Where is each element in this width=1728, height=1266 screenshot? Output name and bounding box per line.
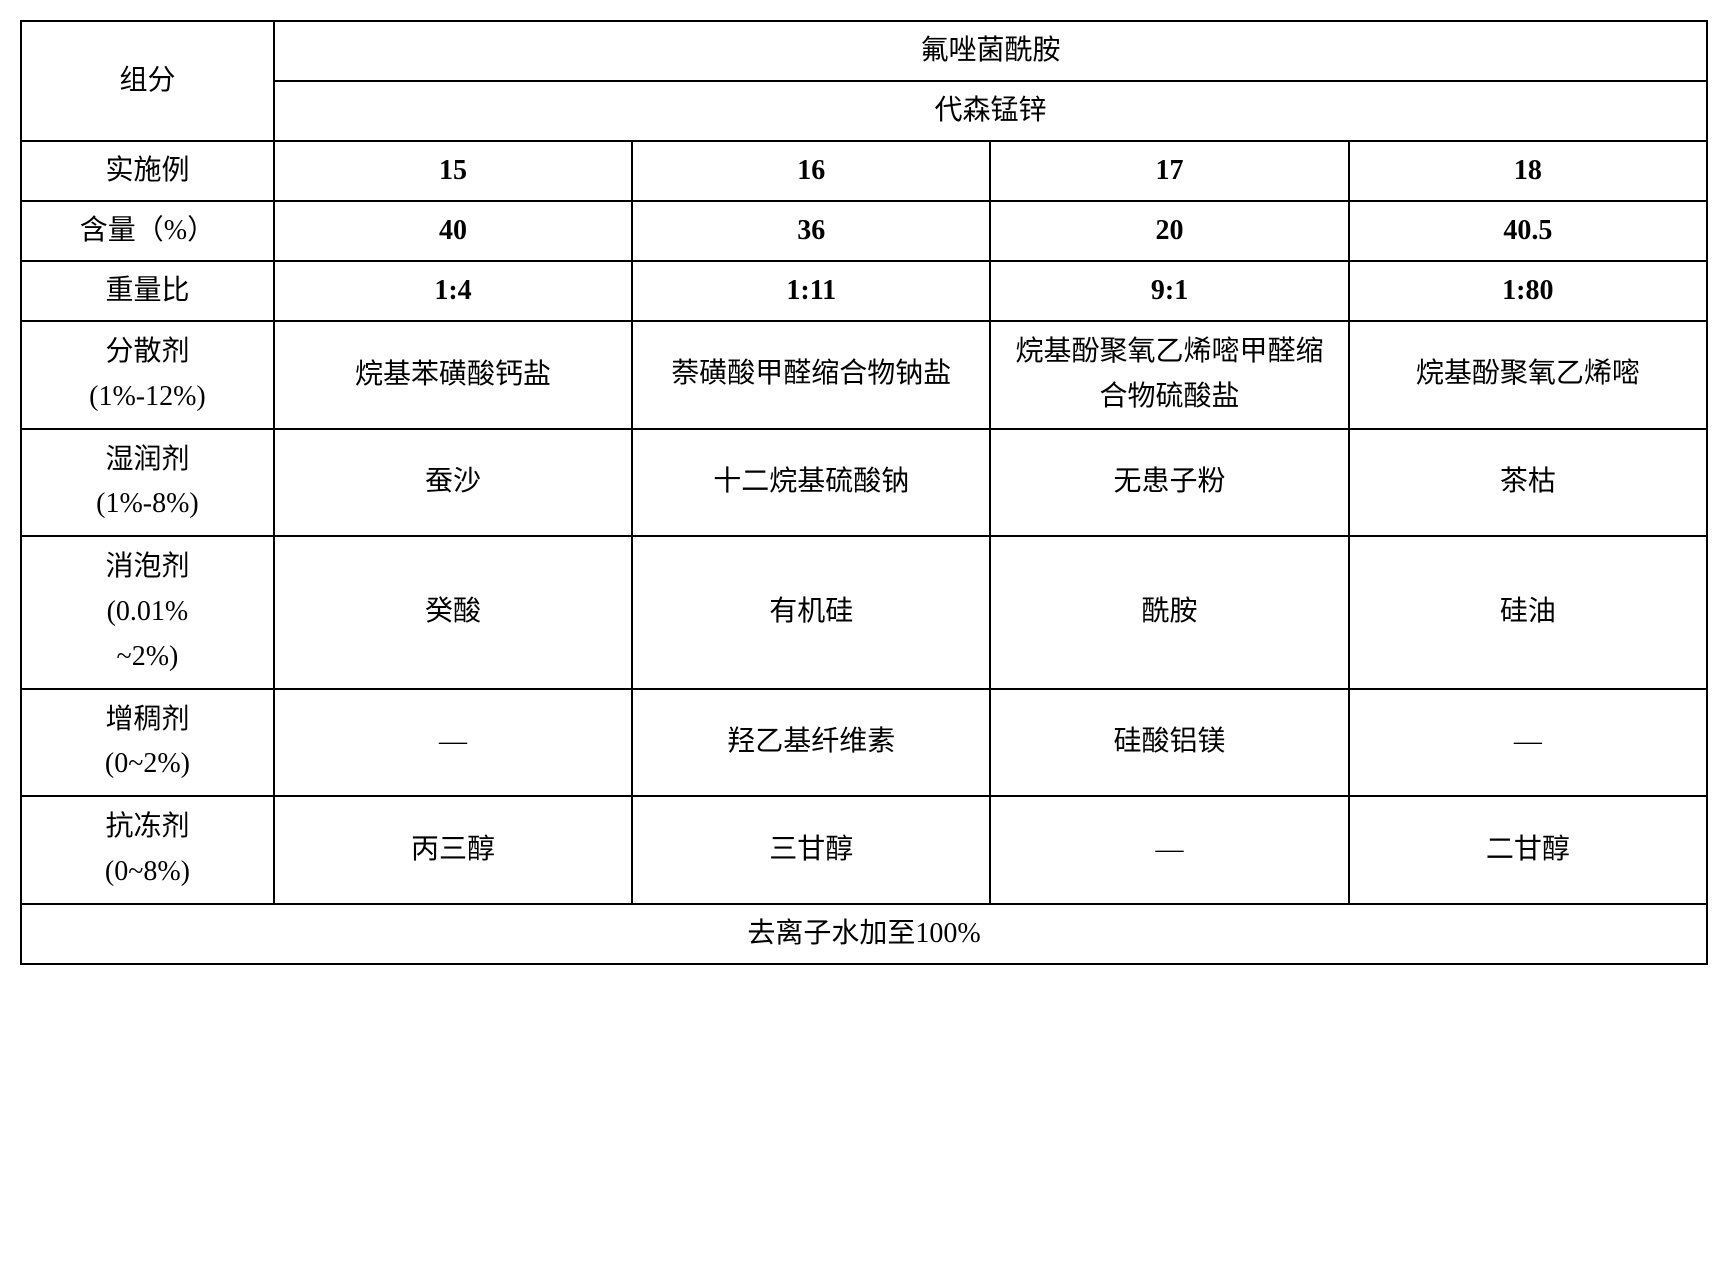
antifreeze-value-1: 三甘醇 xyxy=(632,796,990,904)
wetting-agent-label: 湿润剂 (1%-8%) xyxy=(21,429,274,537)
antifreeze-value-3: 二甘醇 xyxy=(1349,796,1707,904)
dispersant-value-3: 烷基酚聚氧乙烯嘧 xyxy=(1349,321,1707,429)
dispersant-label-line2: (1%-12%) xyxy=(89,381,206,412)
thickener-value-0: — xyxy=(274,689,632,797)
dispersant-value-0: 烷基苯磺酸钙盐 xyxy=(274,321,632,429)
content-value-2: 20 xyxy=(990,201,1348,261)
weight-ratio-value-2: 9:1 xyxy=(990,261,1348,321)
wetting-agent-row: 湿润剂 (1%-8%) 蚕沙 十二烷基硫酸钠 无患子粉 茶枯 xyxy=(21,429,1707,537)
wetting-agent-value-3: 茶枯 xyxy=(1349,429,1707,537)
weight-ratio-row: 重量比 1:4 1:11 9:1 1:80 xyxy=(21,261,1707,321)
weight-ratio-value-3: 1:80 xyxy=(1349,261,1707,321)
antifreeze-row: 抗冻剂 (0~8%) 丙三醇 三甘醇 — 二甘醇 xyxy=(21,796,1707,904)
component-header: 组分 xyxy=(21,21,274,141)
compound-2-header: 代森锰锌 xyxy=(274,81,1707,141)
defoamer-value-3: 硅油 xyxy=(1349,536,1707,688)
content-value-3: 40.5 xyxy=(1349,201,1707,261)
wetting-agent-value-0: 蚕沙 xyxy=(274,429,632,537)
antifreeze-value-2: — xyxy=(990,796,1348,904)
content-value-1: 36 xyxy=(632,201,990,261)
content-row: 含量（%） 40 36 20 40.5 xyxy=(21,201,1707,261)
header-row-2: 代森锰锌 xyxy=(21,81,1707,141)
example-row: 实施例 15 16 17 18 xyxy=(21,141,1707,201)
content-value-0: 40 xyxy=(274,201,632,261)
thickener-row: 增稠剂 (0~2%) — 羟乙基纤维素 硅酸铝镁 — xyxy=(21,689,1707,797)
footer-row: 去离子水加至100% xyxy=(21,904,1707,964)
weight-ratio-label: 重量比 xyxy=(21,261,274,321)
antifreeze-label-line1: 抗冻剂 xyxy=(105,811,189,842)
defoamer-value-2: 酰胺 xyxy=(990,536,1348,688)
defoamer-label-line1: 消泡剂 xyxy=(105,551,189,582)
defoamer-row: 消泡剂 (0.01% ~2%) 癸酸 有机硅 酰胺 硅油 xyxy=(21,536,1707,688)
wetting-agent-label-line2: (1%-8%) xyxy=(96,488,199,519)
defoamer-value-1: 有机硅 xyxy=(632,536,990,688)
defoamer-value-0: 癸酸 xyxy=(274,536,632,688)
compound-1-header: 氟唑菌酰胺 xyxy=(274,21,1707,81)
composition-table: 组分 氟唑菌酰胺 代森锰锌 实施例 15 16 17 18 含量（%） 40 3… xyxy=(20,20,1708,965)
example-label: 实施例 xyxy=(21,141,274,201)
header-row-1: 组分 氟唑菌酰胺 xyxy=(21,21,1707,81)
dispersant-label-line1: 分散剂 xyxy=(105,336,189,367)
antifreeze-value-0: 丙三醇 xyxy=(274,796,632,904)
dispersant-value-2: 烷基酚聚氧乙烯嘧甲醛缩合物硫酸盐 xyxy=(990,321,1348,429)
example-value-2: 17 xyxy=(990,141,1348,201)
example-value-3: 18 xyxy=(1349,141,1707,201)
dispersant-value-1: 萘磺酸甲醛缩合物钠盐 xyxy=(632,321,990,429)
defoamer-label-line2: (0.01% xyxy=(107,596,189,627)
thickener-value-2: 硅酸铝镁 xyxy=(990,689,1348,797)
thickener-label: 增稠剂 (0~2%) xyxy=(21,689,274,797)
dispersant-label: 分散剂 (1%-12%) xyxy=(21,321,274,429)
content-label: 含量（%） xyxy=(21,201,274,261)
weight-ratio-value-1: 1:11 xyxy=(632,261,990,321)
wetting-agent-label-line1: 湿润剂 xyxy=(105,444,189,475)
dispersant-row: 分散剂 (1%-12%) 烷基苯磺酸钙盐 萘磺酸甲醛缩合物钠盐 烷基酚聚氧乙烯嘧… xyxy=(21,321,1707,429)
thickener-label-line1: 增稠剂 xyxy=(105,704,189,735)
wetting-agent-value-1: 十二烷基硫酸钠 xyxy=(632,429,990,537)
thickener-value-1: 羟乙基纤维素 xyxy=(632,689,990,797)
antifreeze-label: 抗冻剂 (0~8%) xyxy=(21,796,274,904)
defoamer-label-line3: ~2%) xyxy=(117,641,179,672)
thickener-value-3: — xyxy=(1349,689,1707,797)
example-value-0: 15 xyxy=(274,141,632,201)
footer-text: 去离子水加至100% xyxy=(21,904,1707,964)
defoamer-label: 消泡剂 (0.01% ~2%) xyxy=(21,536,274,688)
example-value-1: 16 xyxy=(632,141,990,201)
weight-ratio-value-0: 1:4 xyxy=(274,261,632,321)
wetting-agent-value-2: 无患子粉 xyxy=(990,429,1348,537)
antifreeze-label-line2: (0~8%) xyxy=(105,856,190,887)
thickener-label-line2: (0~2%) xyxy=(105,748,190,779)
